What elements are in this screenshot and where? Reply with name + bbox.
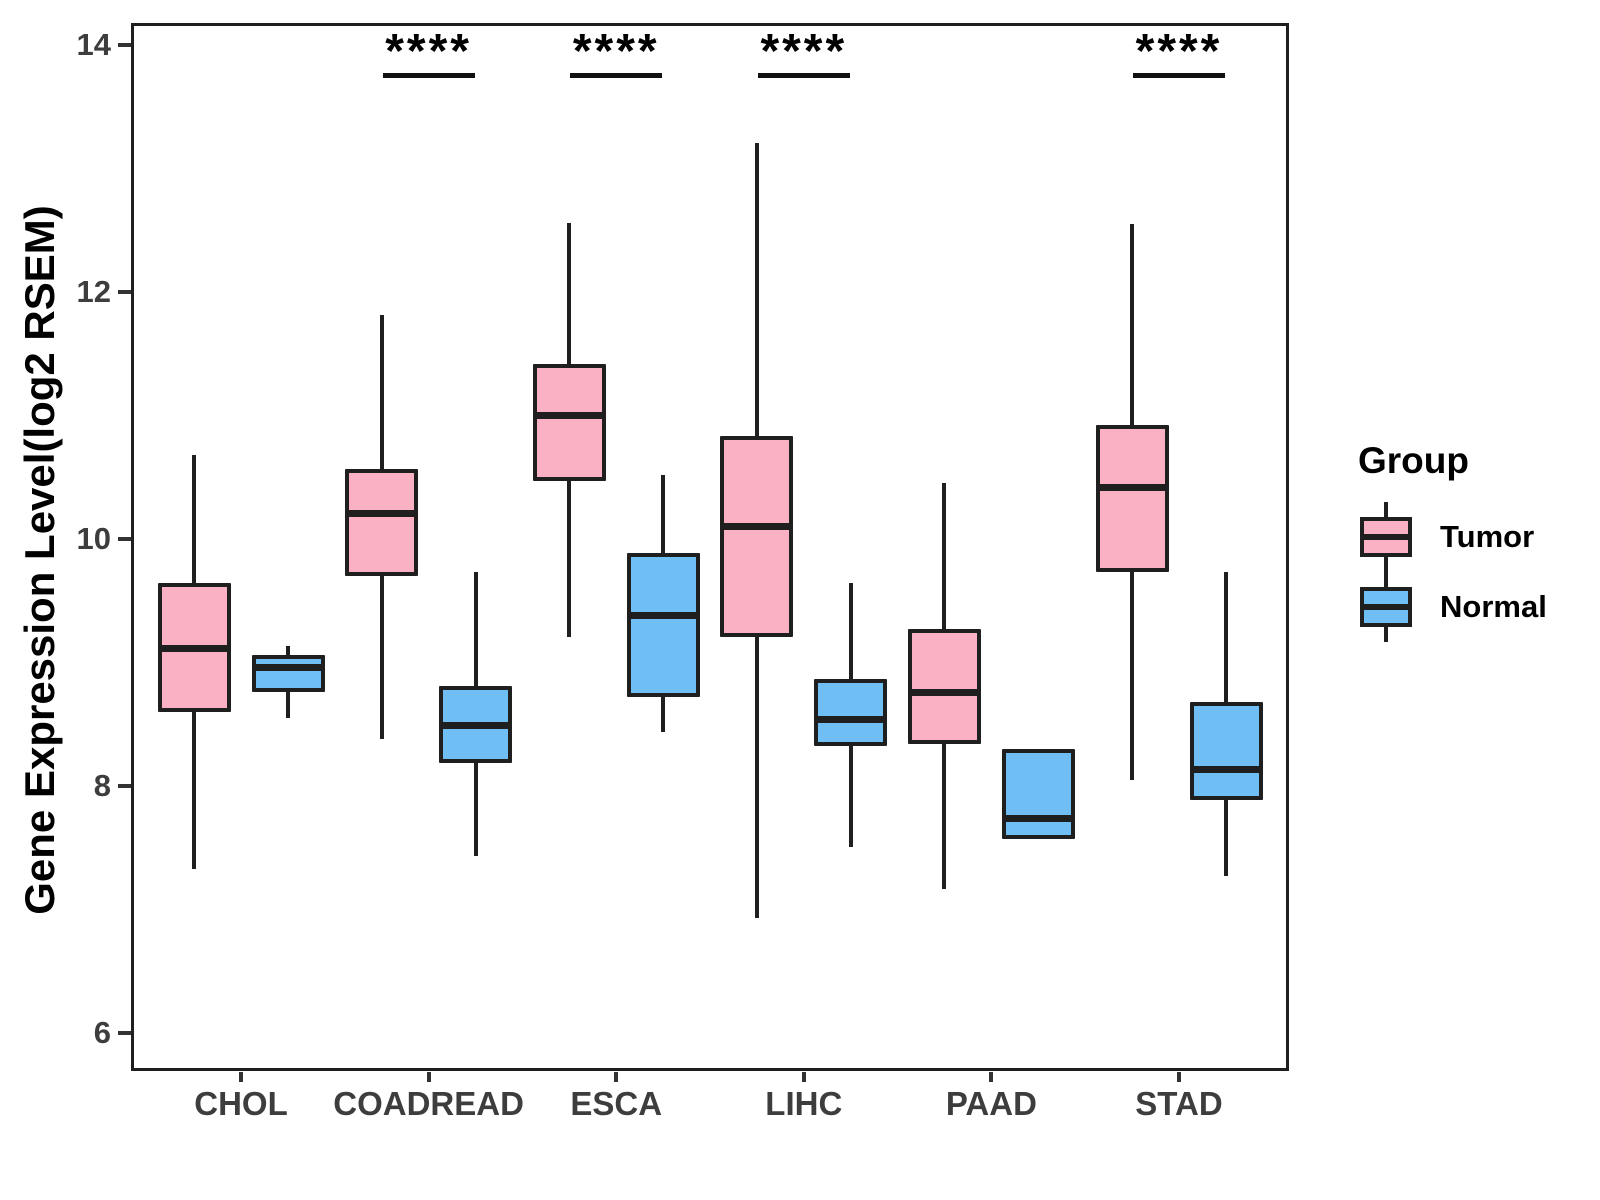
median-line — [723, 523, 791, 531]
box — [626, 552, 700, 698]
box — [251, 655, 325, 693]
box — [720, 436, 794, 637]
significance-bar — [570, 73, 663, 78]
y-tick-label: 6 — [93, 1015, 111, 1050]
key-median — [1360, 534, 1412, 540]
x-tick — [989, 1072, 994, 1082]
y-tick — [118, 537, 131, 541]
median-line — [442, 721, 510, 729]
y-axis-title: Gene Expression Level(log2 RSEM) — [16, 205, 63, 915]
boxplot-key-icon — [1358, 502, 1414, 572]
significance-stars: **** — [760, 25, 848, 78]
legend-item-normal: Normal — [1358, 572, 1598, 642]
x-tick-label: CHOL — [194, 1085, 288, 1122]
y-tick — [118, 784, 131, 788]
x-tick — [426, 1072, 431, 1082]
legend-item-tumor: Tumor — [1358, 502, 1598, 572]
legend-label-normal: Normal — [1440, 589, 1547, 624]
median-line — [629, 612, 697, 620]
x-tick — [239, 1072, 243, 1082]
significance-stars: **** — [1135, 25, 1223, 78]
median-line — [348, 509, 416, 517]
median-line — [535, 412, 603, 419]
median-line — [254, 663, 322, 671]
significance-stars: **** — [385, 25, 472, 78]
median-line — [1004, 814, 1072, 822]
x-tick-label: COADREAD — [333, 1085, 524, 1122]
y-tick-label: 14 — [76, 27, 111, 62]
x-tick-label: ESCA — [570, 1085, 663, 1122]
key-median — [1360, 604, 1412, 610]
median-line — [817, 715, 885, 723]
significance-bar — [757, 73, 850, 78]
box — [1095, 425, 1169, 573]
y-tick-label: 8 — [93, 768, 111, 803]
legend-label-tumor: Tumor — [1440, 519, 1535, 554]
legend-title: Group — [1358, 440, 1469, 481]
x-tick-label: PAAD — [945, 1085, 1037, 1122]
x-tick — [614, 1072, 619, 1082]
box — [814, 678, 888, 747]
x-tick-label: STAD — [1135, 1085, 1223, 1122]
box — [1189, 702, 1263, 800]
median-line — [1098, 483, 1166, 491]
box — [532, 363, 606, 481]
box — [907, 629, 981, 744]
x-tick-label: LIHC — [765, 1085, 843, 1122]
y-tick — [118, 290, 131, 294]
x-tick — [801, 1072, 806, 1082]
box — [1001, 748, 1075, 840]
x-tick — [1177, 1072, 1181, 1082]
significance-stars: **** — [572, 25, 660, 78]
boxplot-key-icon — [1358, 572, 1414, 642]
significance-bar — [1133, 73, 1225, 78]
y-tick-label: 12 — [76, 274, 111, 309]
y-tick — [118, 43, 131, 47]
median-line — [910, 688, 978, 696]
median-line — [160, 645, 228, 653]
y-tick-label: 10 — [76, 521, 111, 556]
y-tick — [118, 1031, 131, 1035]
box — [345, 468, 419, 577]
median-line — [1192, 766, 1260, 774]
significance-bar — [382, 73, 475, 78]
